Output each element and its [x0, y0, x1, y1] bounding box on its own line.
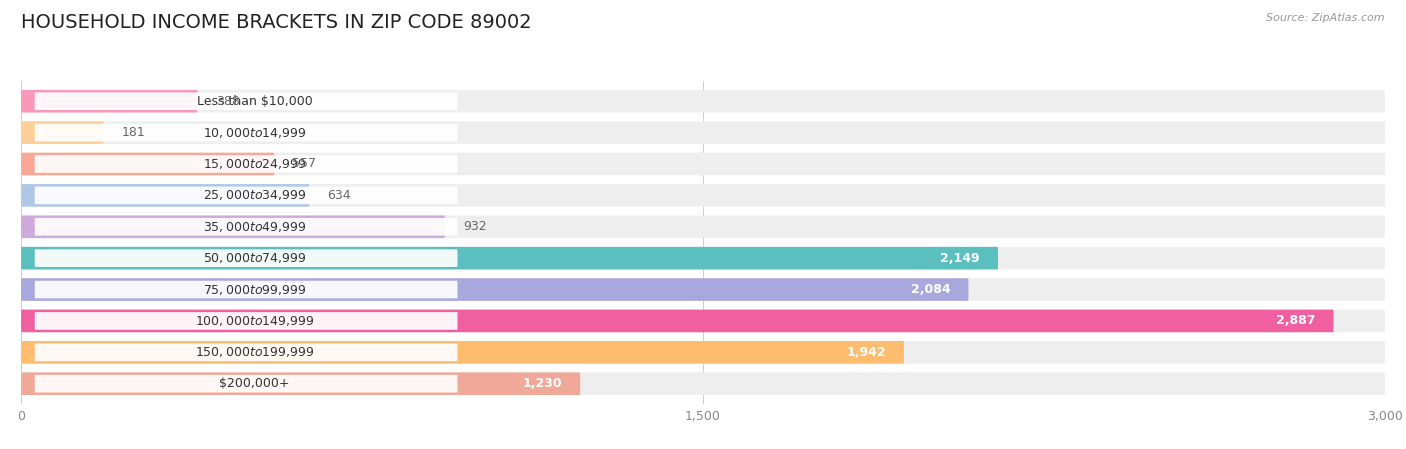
Text: Source: ZipAtlas.com: Source: ZipAtlas.com — [1267, 13, 1385, 23]
Text: 2,887: 2,887 — [1275, 314, 1316, 327]
Text: 388: 388 — [215, 95, 239, 108]
FancyBboxPatch shape — [21, 278, 1385, 301]
Text: 1,942: 1,942 — [846, 346, 886, 359]
FancyBboxPatch shape — [21, 310, 1385, 332]
FancyBboxPatch shape — [21, 372, 581, 395]
FancyBboxPatch shape — [21, 216, 444, 238]
FancyBboxPatch shape — [21, 310, 1333, 332]
Text: $200,000+: $200,000+ — [219, 377, 290, 390]
Text: 2,149: 2,149 — [941, 251, 980, 264]
FancyBboxPatch shape — [21, 341, 1385, 364]
Text: $100,000 to $149,999: $100,000 to $149,999 — [195, 314, 315, 328]
Text: $50,000 to $74,999: $50,000 to $74,999 — [202, 251, 307, 265]
Text: $10,000 to $14,999: $10,000 to $14,999 — [202, 126, 307, 140]
FancyBboxPatch shape — [21, 153, 274, 175]
FancyBboxPatch shape — [21, 247, 998, 269]
Text: 181: 181 — [121, 126, 145, 139]
FancyBboxPatch shape — [35, 155, 457, 173]
Text: 932: 932 — [463, 220, 486, 233]
FancyBboxPatch shape — [35, 281, 457, 298]
FancyBboxPatch shape — [35, 124, 457, 141]
Text: Less than $10,000: Less than $10,000 — [197, 95, 312, 108]
FancyBboxPatch shape — [21, 90, 1385, 113]
FancyBboxPatch shape — [21, 341, 904, 364]
FancyBboxPatch shape — [21, 184, 1385, 207]
FancyBboxPatch shape — [35, 343, 457, 361]
FancyBboxPatch shape — [21, 372, 1385, 395]
FancyBboxPatch shape — [21, 184, 309, 207]
Text: 1,230: 1,230 — [523, 377, 562, 390]
FancyBboxPatch shape — [21, 278, 969, 301]
FancyBboxPatch shape — [35, 249, 457, 267]
FancyBboxPatch shape — [35, 218, 457, 236]
Text: 2,084: 2,084 — [911, 283, 950, 296]
Text: 557: 557 — [292, 158, 316, 171]
FancyBboxPatch shape — [21, 247, 1385, 269]
FancyBboxPatch shape — [21, 216, 1385, 238]
Text: HOUSEHOLD INCOME BRACKETS IN ZIP CODE 89002: HOUSEHOLD INCOME BRACKETS IN ZIP CODE 89… — [21, 13, 531, 32]
Text: $35,000 to $49,999: $35,000 to $49,999 — [202, 220, 307, 234]
FancyBboxPatch shape — [21, 90, 197, 113]
FancyBboxPatch shape — [21, 121, 104, 144]
FancyBboxPatch shape — [21, 153, 1385, 175]
Text: $15,000 to $24,999: $15,000 to $24,999 — [202, 157, 307, 171]
Text: $150,000 to $199,999: $150,000 to $199,999 — [195, 345, 315, 359]
FancyBboxPatch shape — [21, 121, 1385, 144]
FancyBboxPatch shape — [35, 375, 457, 392]
Text: 634: 634 — [328, 189, 352, 202]
FancyBboxPatch shape — [35, 312, 457, 330]
FancyBboxPatch shape — [35, 92, 457, 110]
FancyBboxPatch shape — [35, 187, 457, 204]
Text: $25,000 to $34,999: $25,000 to $34,999 — [202, 189, 307, 202]
Text: $75,000 to $99,999: $75,000 to $99,999 — [202, 282, 307, 296]
